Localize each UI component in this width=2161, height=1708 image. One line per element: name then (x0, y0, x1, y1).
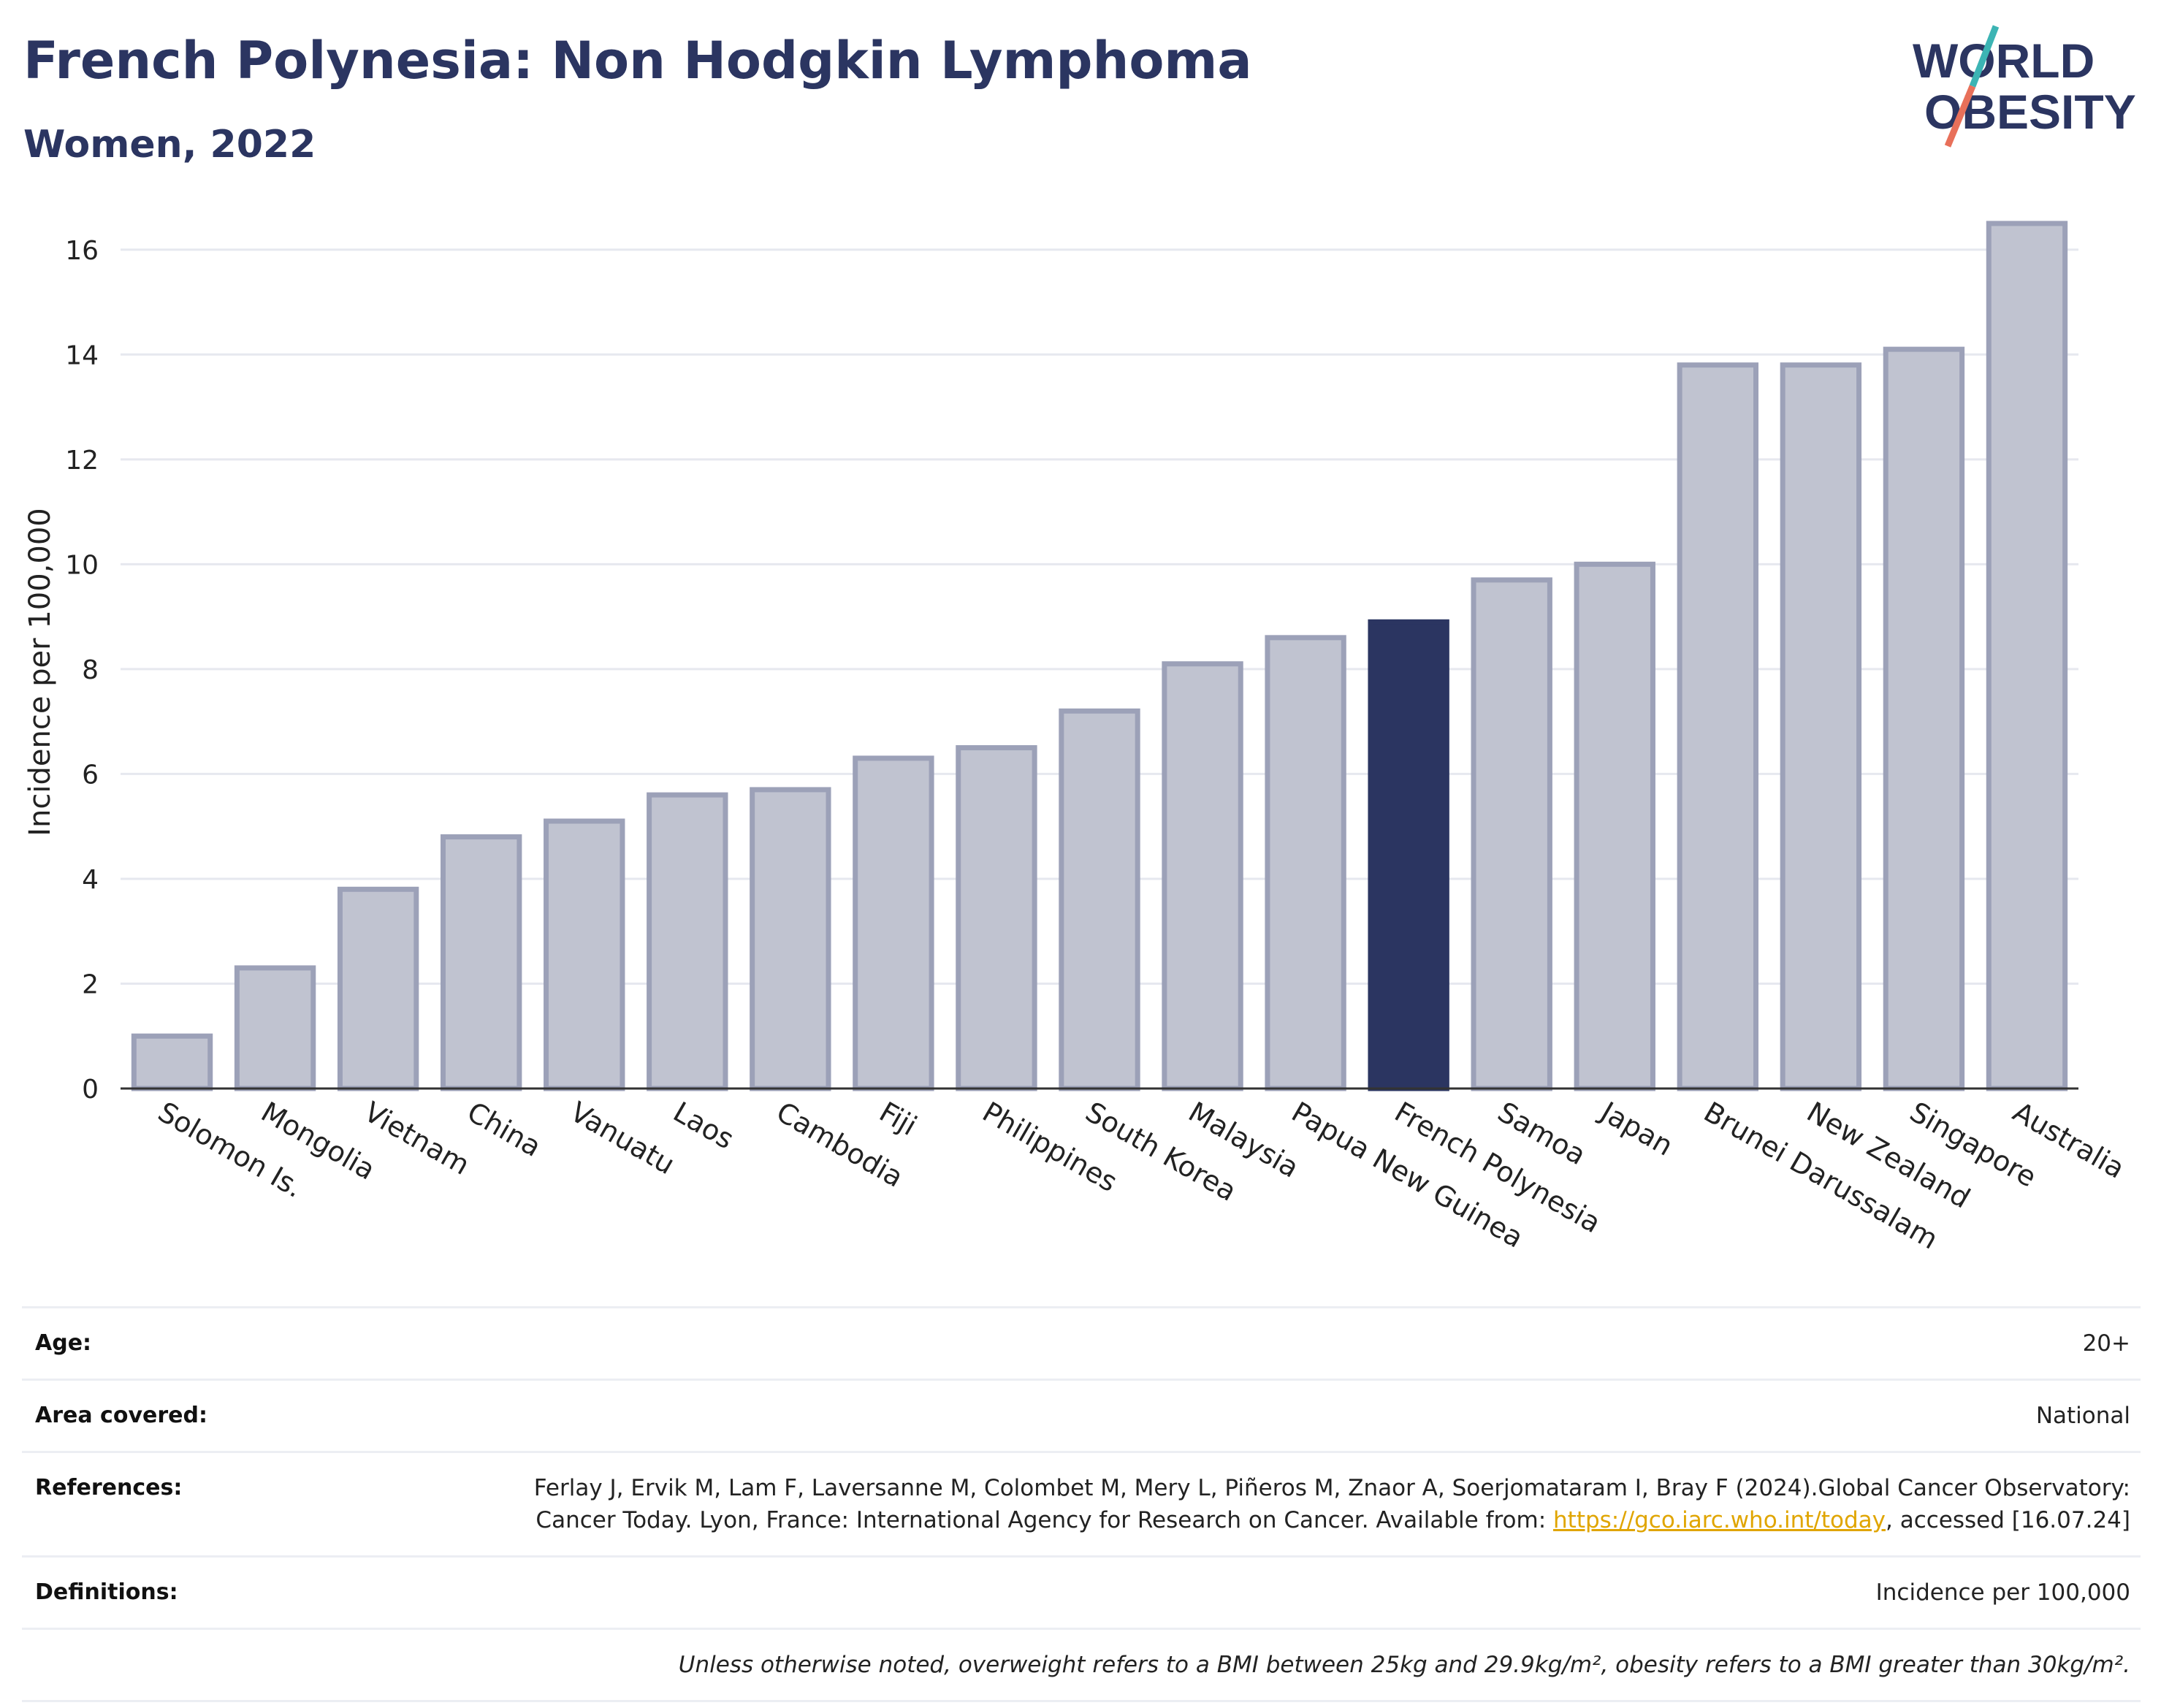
x-tick-label: Fiji (874, 1096, 922, 1142)
y-tick-label: 4 (82, 865, 99, 895)
y-axis-ticks: 0 2 4 6 8 10 12 14 16 (65, 236, 99, 1105)
bar (1471, 577, 1552, 1091)
chart-title: French Polynesia: Non Hodgkin Lymphoma (23, 31, 1252, 91)
logo-slash-coral (1944, 85, 1976, 148)
y-tick-label: 16 (65, 236, 99, 266)
x-tick-label: Laos (668, 1096, 739, 1156)
y-tick-label: 8 (82, 655, 99, 685)
y-tick-label: 14 (65, 340, 99, 370)
bar (1677, 362, 1759, 1091)
bar (1574, 561, 1655, 1091)
y-tick-label: 12 (65, 446, 99, 476)
references-text: Ferlay J, Ervik M, Lam F, Laversanne M, … (533, 1475, 2130, 1533)
age-value: 20+ (2082, 1330, 2130, 1357)
bar (1780, 362, 1862, 1091)
metadata-table: Age: 20+ Area covered: National Referenc… (22, 1306, 2141, 1702)
bar (750, 787, 831, 1091)
y-tick-label: 10 (65, 550, 99, 580)
world-obesity-logo: WORLD OBESITY (1913, 25, 2136, 148)
bar (1162, 661, 1243, 1091)
x-tick-label: Vanuatu (565, 1096, 680, 1181)
y-tick-label: 2 (82, 969, 99, 999)
bars (131, 221, 2068, 1091)
logo-slash-teal (1969, 25, 2000, 88)
bar (1986, 221, 2068, 1091)
definitions-label: Definitions: (35, 1579, 178, 1605)
references-label: References: (35, 1475, 183, 1501)
bar (131, 1033, 213, 1091)
meta-row-age: Age: 20+ (22, 1306, 2141, 1379)
bmi-note: Unless otherwise noted, overweight refer… (678, 1652, 2130, 1678)
bar (647, 792, 728, 1091)
age-label: Age: (35, 1330, 92, 1356)
chart-subtitle: Women, 2022 (23, 123, 316, 167)
bar (956, 745, 1037, 1091)
references-accessed: , accessed [16.07.24] (1885, 1507, 2130, 1533)
bar (544, 818, 625, 1091)
meta-row-definitions: Definitions: Incidence per 100,000 (22, 1555, 2141, 1628)
x-tick-label: Vietnam (359, 1096, 475, 1181)
bar (1059, 708, 1140, 1091)
area-value: National (2035, 1403, 2130, 1429)
bar (234, 965, 316, 1091)
meta-row-references: References: Ferlay J, Ervik M, Lam F, La… (22, 1451, 2141, 1555)
y-tick-label: 0 (82, 1075, 99, 1105)
bar-chart: 0 2 4 6 8 10 12 14 16 Solomon Is.MongoliaVietnam… (23, 221, 2130, 1256)
definitions-value: Incidence per 100,000 (1875, 1579, 2130, 1606)
meta-row-area: Area covered: National (22, 1379, 2141, 1451)
area-label: Area covered: (35, 1403, 207, 1428)
bar (1265, 635, 1346, 1091)
y-axis-label: Incidence per 100,000 (23, 508, 57, 836)
y-tick-label: 6 (82, 760, 99, 790)
meta-row-note: Unless otherwise noted, overweight refer… (22, 1628, 2141, 1702)
x-tick-label: Japan (1594, 1095, 1679, 1162)
references-link[interactable]: https://gco.iarc.who.int/today (1553, 1507, 1886, 1533)
bar (440, 834, 522, 1091)
bar-highlighted (1368, 619, 1449, 1091)
references-value: Ferlay J, Ervik M, Lam F, Laversanne M, … (450, 1472, 2130, 1536)
bar (853, 755, 934, 1091)
logo-line-1: WORLD (1913, 34, 2095, 88)
bar (337, 886, 419, 1091)
bar (1883, 346, 1965, 1091)
